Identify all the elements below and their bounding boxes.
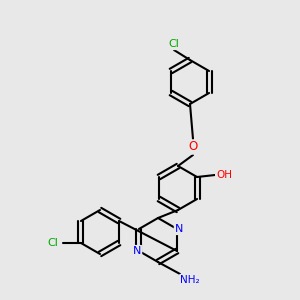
Text: N: N	[133, 246, 141, 256]
Text: N: N	[175, 224, 183, 234]
Text: OH: OH	[216, 170, 232, 180]
Text: Cl: Cl	[47, 238, 58, 248]
Text: NH₂: NH₂	[180, 275, 200, 285]
Text: Cl: Cl	[169, 39, 179, 49]
Text: O: O	[188, 140, 198, 154]
